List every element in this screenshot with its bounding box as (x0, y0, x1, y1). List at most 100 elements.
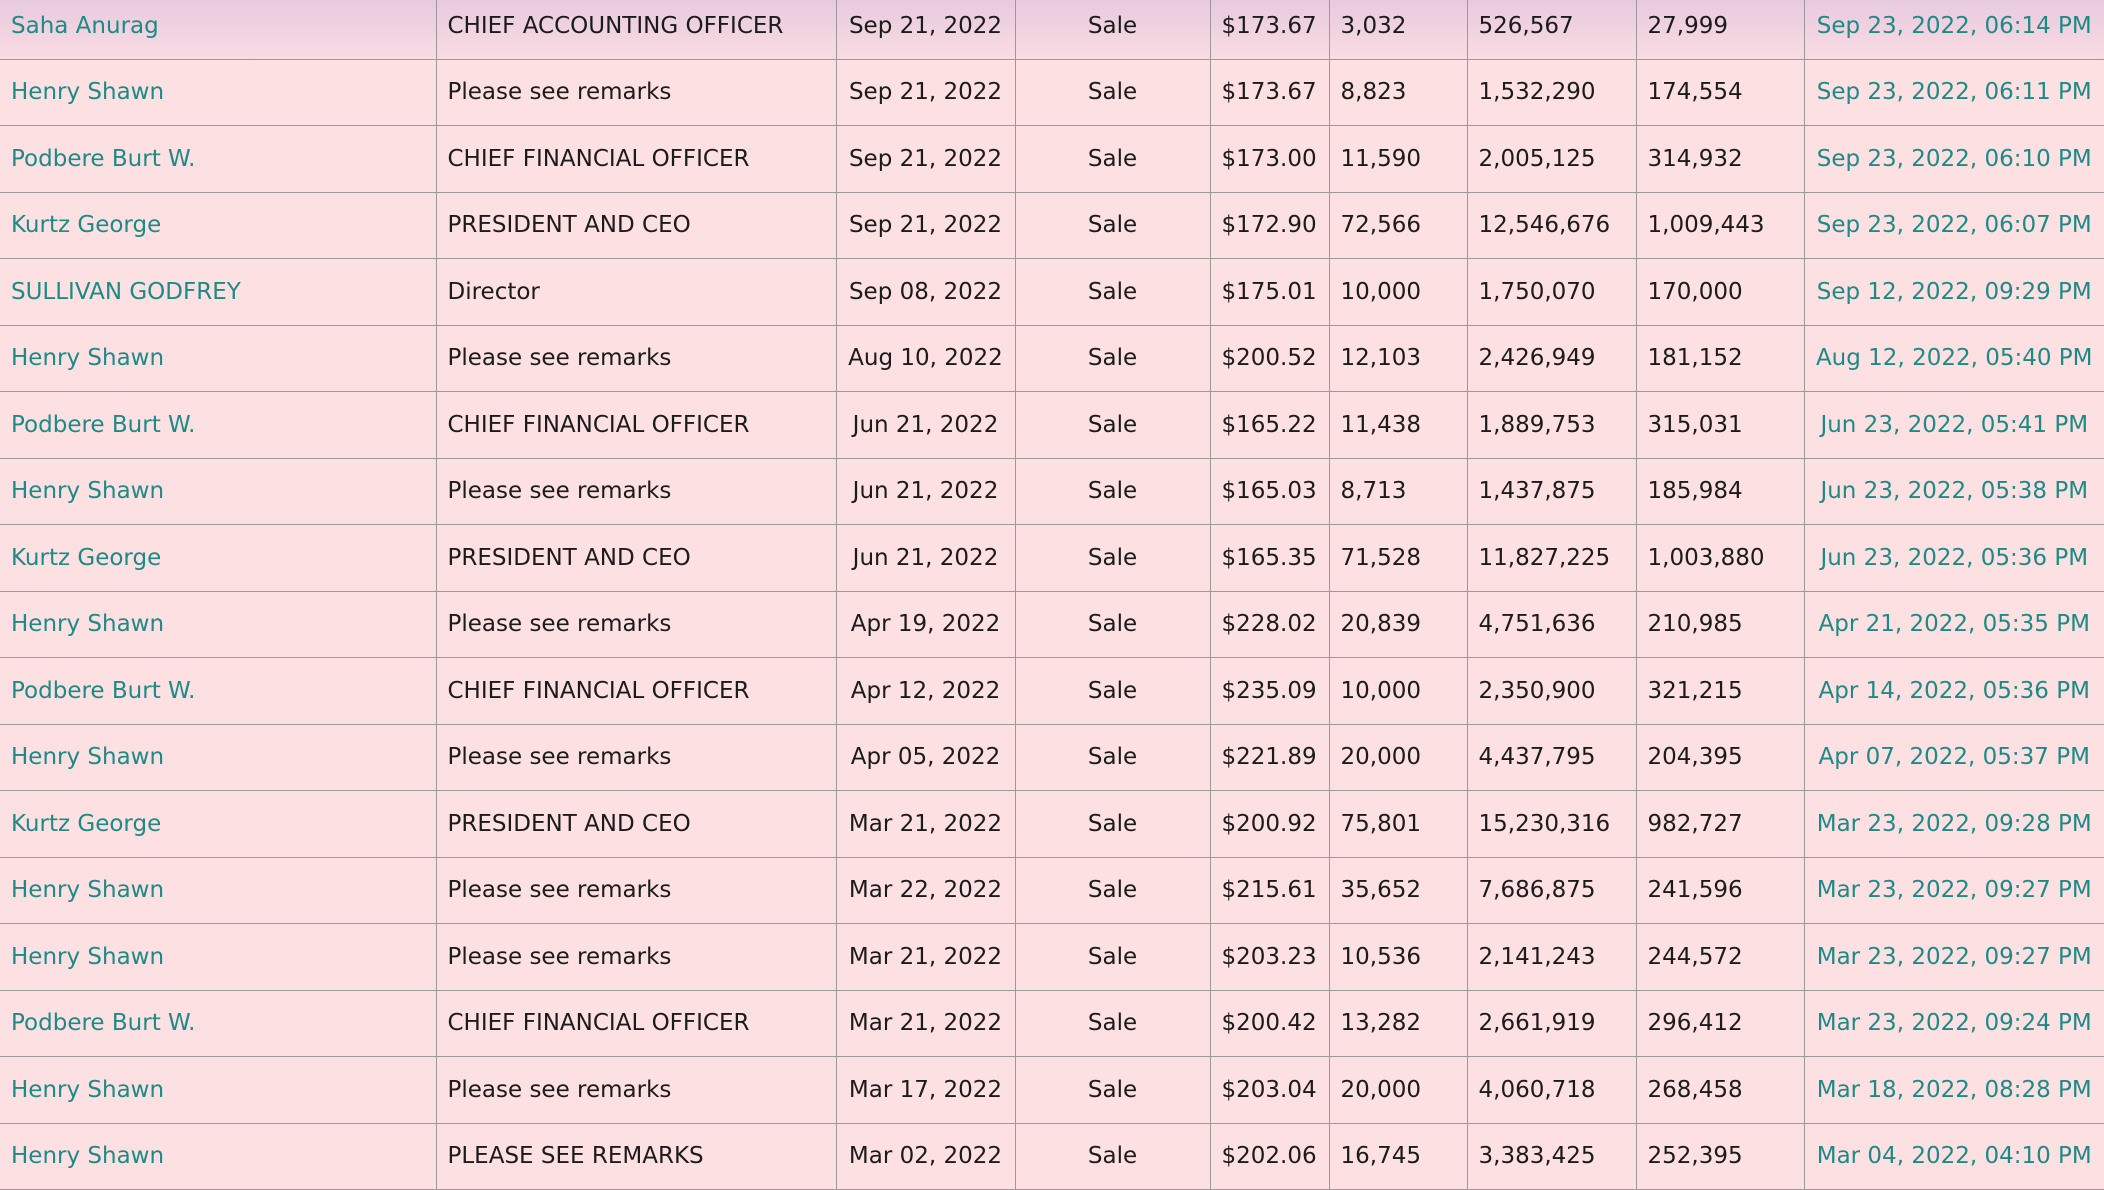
insider-title: CHIEF FINANCIAL OFFICER (436, 657, 837, 725)
transaction-value: 526,567 (1467, 0, 1637, 60)
price: $200.52 (1210, 325, 1330, 392)
transaction-type: Sale (1015, 990, 1211, 1057)
insider-link[interactable]: Podbere Burt W. (0, 391, 437, 459)
insider-link[interactable]: Kurtz George (0, 524, 437, 592)
table-row: Henry Shawn Please see remarks Apr 05, 202… (0, 724, 2104, 791)
transaction-value: 2,661,919 (1467, 990, 1637, 1057)
trade-date: Sep 21, 2022 (836, 0, 1016, 60)
transaction-type: Sale (1015, 1123, 1211, 1190)
table-row: Henry Shawn Please see remarks Mar 22, 202… (0, 857, 2104, 924)
shares-traded: 11,590 (1329, 125, 1468, 193)
insider-link[interactable]: Henry Shawn (0, 923, 437, 991)
insider-link[interactable]: Podbere Burt W. (0, 990, 437, 1057)
transaction-value: 1,532,290 (1467, 59, 1637, 126)
price: $235.09 (1210, 657, 1330, 725)
transaction-type: Sale (1015, 524, 1211, 592)
transaction-type: Sale (1015, 724, 1211, 791)
insider-link[interactable]: Podbere Burt W. (0, 657, 437, 725)
trade-date: Aug 10, 2022 (836, 325, 1016, 392)
insider-link[interactable]: Henry Shawn (0, 1123, 437, 1190)
transaction-value: 4,060,718 (1467, 1056, 1637, 1124)
trade-date: Mar 21, 2022 (836, 790, 1016, 858)
shares-traded: 13,282 (1329, 990, 1468, 1057)
filing-link[interactable]: Mar 23, 2022, 09:24 PM (1804, 990, 2104, 1057)
filing-link[interactable]: Apr 21, 2022, 05:35 PM (1804, 591, 2104, 658)
transaction-type: Sale (1015, 458, 1211, 525)
insider-link[interactable]: Henry Shawn (0, 59, 437, 126)
price: $228.02 (1210, 591, 1330, 658)
filing-link[interactable]: Jun 23, 2022, 05:36 PM (1804, 524, 2104, 592)
insider-title: Please see remarks (436, 857, 837, 924)
trade-date: Jun 21, 2022 (836, 524, 1016, 592)
filing-link[interactable]: Sep 23, 2022, 06:14 PM (1804, 0, 2104, 60)
filing-link[interactable]: Apr 07, 2022, 05:37 PM (1804, 724, 2104, 791)
insider-link[interactable]: Saha Anurag (0, 0, 437, 60)
filing-link[interactable]: Mar 18, 2022, 08:28 PM (1804, 1056, 2104, 1124)
filing-link[interactable]: Mar 23, 2022, 09:27 PM (1804, 923, 2104, 991)
filing-link[interactable]: Sep 23, 2022, 06:10 PM (1804, 125, 2104, 193)
shares-held: 181,152 (1636, 325, 1805, 392)
filing-link[interactable]: Jun 23, 2022, 05:38 PM (1804, 458, 2104, 525)
transaction-value: 2,350,900 (1467, 657, 1637, 725)
insider-title: Please see remarks (436, 724, 837, 791)
filing-link[interactable]: Apr 14, 2022, 05:36 PM (1804, 657, 2104, 725)
trade-date: Mar 22, 2022 (836, 857, 1016, 924)
shares-traded: 16,745 (1329, 1123, 1468, 1190)
price: $165.03 (1210, 458, 1330, 525)
filing-link[interactable]: Aug 12, 2022, 05:40 PM (1804, 325, 2104, 392)
price: $215.61 (1210, 857, 1330, 924)
transaction-value: 3,383,425 (1467, 1123, 1637, 1190)
insider-title: Please see remarks (436, 59, 837, 126)
price: $173.67 (1210, 0, 1330, 60)
transaction-value: 2,141,243 (1467, 923, 1637, 991)
insider-link[interactable]: Henry Shawn (0, 724, 437, 791)
shares-traded: 8,713 (1329, 458, 1468, 525)
filing-link[interactable]: Sep 12, 2022, 09:29 PM (1804, 258, 2104, 326)
table-row: Kurtz George PRESIDENT AND CEO Sep 21, 202… (0, 192, 2104, 259)
insider-title: Please see remarks (436, 325, 837, 392)
transaction-value: 1,750,070 (1467, 258, 1637, 326)
table-row: Henry Shawn Please see remarks Sep 21, 202… (0, 59, 2104, 126)
insider-link[interactable]: Podbere Burt W. (0, 125, 437, 193)
transaction-value: 12,546,676 (1467, 192, 1637, 259)
price: $202.06 (1210, 1123, 1330, 1190)
table-row: Henry Shawn Please see remarks Jun 21, 202… (0, 458, 2104, 525)
insider-title: CHIEF FINANCIAL OFFICER (436, 990, 837, 1057)
trade-date: Sep 08, 2022 (836, 258, 1016, 326)
shares-traded: 75,801 (1329, 790, 1468, 858)
filing-link[interactable]: Jun 23, 2022, 05:41 PM (1804, 391, 2104, 459)
insider-link[interactable]: Kurtz George (0, 790, 437, 858)
shares-held: 252,395 (1636, 1123, 1805, 1190)
insider-link[interactable]: Henry Shawn (0, 591, 437, 658)
filing-link[interactable]: Mar 23, 2022, 09:27 PM (1804, 857, 2104, 924)
transaction-type: Sale (1015, 790, 1211, 858)
insider-link[interactable]: Kurtz George (0, 192, 437, 259)
shares-held: 241,596 (1636, 857, 1805, 924)
shares-traded: 12,103 (1329, 325, 1468, 392)
shares-held: 982,727 (1636, 790, 1805, 858)
table-row: Henry Shawn Please see remarks Apr 19, 202… (0, 591, 2104, 658)
price: $173.67 (1210, 59, 1330, 126)
shares-held: 268,458 (1636, 1056, 1805, 1124)
trade-date: Apr 12, 2022 (836, 657, 1016, 725)
table-row: Henry Shawn Please see remarks Mar 21, 202… (0, 923, 2104, 991)
transaction-type: Sale (1015, 391, 1211, 459)
insider-link[interactable]: Henry Shawn (0, 325, 437, 392)
filing-link[interactable]: Mar 04, 2022, 04:10 PM (1804, 1123, 2104, 1190)
insider-link[interactable]: Henry Shawn (0, 1056, 437, 1124)
shares-traded: 20,000 (1329, 724, 1468, 791)
filing-link[interactable]: Sep 23, 2022, 06:11 PM (1804, 59, 2104, 126)
table-row: Podbere Burt W. CHIEF FINANCIAL OFFICER Ju… (0, 391, 2104, 459)
shares-traded: 71,528 (1329, 524, 1468, 592)
insider-link[interactable]: SULLIVAN GODFREY (0, 258, 437, 326)
transaction-type: Sale (1015, 591, 1211, 658)
filing-link[interactable]: Mar 23, 2022, 09:28 PM (1804, 790, 2104, 858)
insider-title: Please see remarks (436, 591, 837, 658)
insider-title: CHIEF FINANCIAL OFFICER (436, 391, 837, 459)
shares-held: 1,003,880 (1636, 524, 1805, 592)
insider-link[interactable]: Henry Shawn (0, 458, 437, 525)
filing-link[interactable]: Sep 23, 2022, 06:07 PM (1804, 192, 2104, 259)
insider-link[interactable]: Henry Shawn (0, 857, 437, 924)
shares-traded: 35,652 (1329, 857, 1468, 924)
